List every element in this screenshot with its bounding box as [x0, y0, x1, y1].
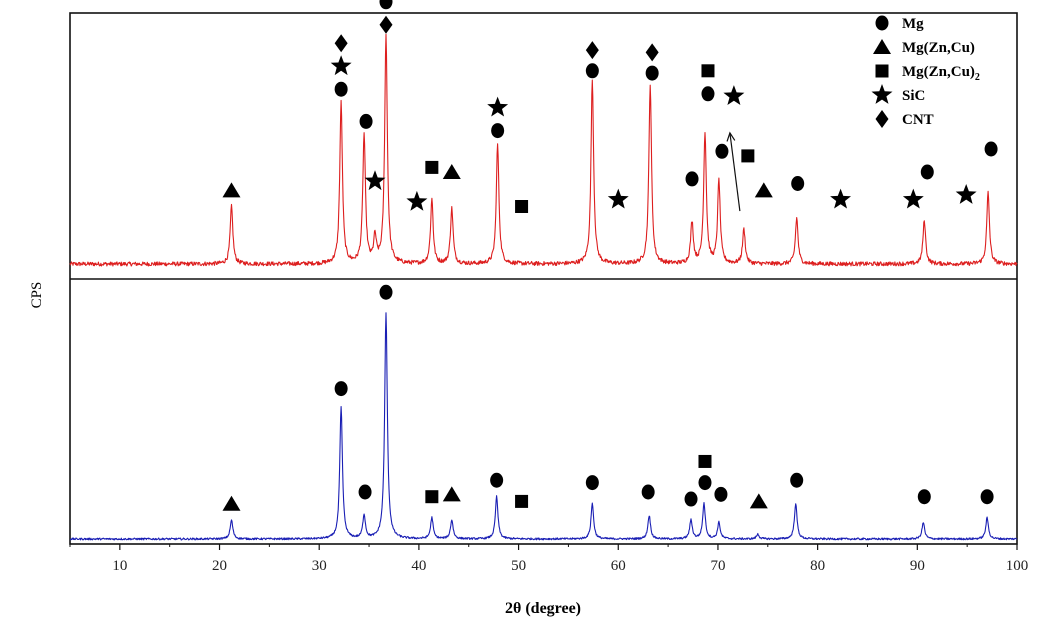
legend-label: Mg(Zn,Cu)	[902, 40, 975, 56]
x-tick-label: 40	[411, 558, 426, 574]
peak-marker-circle	[684, 491, 698, 507]
legend-item-square: Mg(Zn,Cu)2	[875, 64, 980, 83]
peak-marker-square	[741, 149, 755, 163]
peak-marker-square	[515, 494, 529, 508]
peak-marker-star	[830, 188, 851, 209]
legend-label: CNT	[902, 112, 934, 128]
annotation-arrow	[726, 131, 741, 212]
legend-star-icon	[871, 84, 893, 104]
x-tick-label: 10	[112, 558, 127, 574]
peak-marker-circle	[585, 475, 599, 491]
peak-marker-square	[515, 200, 529, 213]
peak-marker-diamond	[334, 34, 348, 53]
peak-marker-circle	[334, 81, 348, 97]
peak-marker-circle	[984, 141, 998, 157]
peak-marker-square	[425, 490, 439, 504]
peak-marker-circle	[490, 472, 504, 488]
peak-marker-diamond	[379, 15, 393, 34]
peak-marker-circle	[358, 484, 372, 500]
peak-marker-circle	[917, 489, 931, 505]
series-line-1	[69, 33, 1018, 267]
peak-marker-circle	[359, 113, 373, 129]
x-tick-label: 20	[212, 558, 227, 574]
series-line-2	[69, 312, 1018, 541]
peak-marker-star	[607, 188, 629, 209]
peak-marker-circle	[585, 63, 599, 79]
peak-marker-circle	[379, 284, 393, 300]
legend-square-icon	[875, 64, 889, 78]
legend-label: Mg	[902, 16, 924, 32]
peak-marker-circle	[685, 171, 699, 187]
x-tick-label: 60	[611, 558, 626, 574]
peak-marker-circle	[980, 489, 994, 505]
peak-marker-circle	[715, 143, 729, 159]
legend: Mg Mg(Zn,Cu) Mg(Zn,Cu)2 SiC CNT	[871, 15, 980, 128]
y-axis-title: CPS	[29, 282, 45, 309]
peak-marker-star	[330, 55, 352, 76]
peak-marker-star	[487, 96, 509, 117]
legend-circle-icon	[875, 15, 889, 31]
peak-marker-square	[701, 64, 715, 78]
peak-marker-star	[723, 85, 745, 105]
x-axis-title: 2θ (degree)	[505, 600, 581, 617]
legend-triangle-icon	[873, 39, 891, 54]
x-tick-label: 50	[511, 558, 526, 574]
x-tick-label: 100	[1006, 558, 1029, 574]
x-tick-label: 90	[910, 558, 925, 574]
legend-item-diamond: CNT	[875, 110, 934, 128]
peak-marker-circle	[790, 472, 804, 488]
peak-marker-circle	[491, 123, 505, 139]
peak-marker-circle	[379, 0, 393, 10]
peak-marker-circle	[334, 381, 348, 397]
peak-marker-circle	[920, 164, 934, 180]
legend-label: Mg(Zn,Cu)2	[902, 64, 980, 83]
peak-marker-diamond	[585, 41, 599, 60]
legend-item-circle: Mg	[875, 15, 924, 32]
peak-marker-circle	[791, 176, 805, 191]
peak-marker-triangle	[442, 164, 461, 179]
marker-layer	[222, 0, 998, 511]
legend-diamond-icon	[875, 110, 889, 128]
peak-marker-circle	[701, 86, 715, 102]
peak-marker-triangle	[442, 486, 461, 502]
peak-marker-triangle	[754, 182, 773, 198]
legend-item-star: SiC	[871, 84, 925, 104]
peak-marker-star	[955, 184, 977, 204]
peak-marker-diamond	[645, 43, 659, 62]
plot-frame	[69, 12, 1018, 545]
peak-marker-square	[698, 454, 712, 468]
legend-item-triangle: Mg(Zn,Cu)	[873, 39, 975, 56]
peak-marker-triangle	[222, 495, 241, 511]
legend-label: SiC	[902, 88, 925, 104]
x-tick-label: 70	[710, 558, 725, 574]
peak-marker-circle	[714, 486, 728, 502]
peak-marker-triangle	[222, 182, 241, 198]
series-layer	[69, 33, 1018, 541]
x-tick-label: 30	[312, 558, 327, 574]
peak-marker-square	[425, 160, 439, 174]
peak-marker-circle	[698, 475, 712, 491]
x-axis: 10 20 30 40 50 60 70 80 90 100	[69, 544, 1029, 574]
peak-marker-circle	[645, 65, 659, 81]
peak-marker-star	[902, 188, 924, 209]
peak-marker-triangle	[749, 493, 768, 509]
x-tick-label: 80	[810, 558, 825, 574]
peak-marker-star	[406, 190, 428, 211]
peak-marker-star	[364, 170, 386, 191]
peak-marker-circle	[641, 484, 655, 500]
